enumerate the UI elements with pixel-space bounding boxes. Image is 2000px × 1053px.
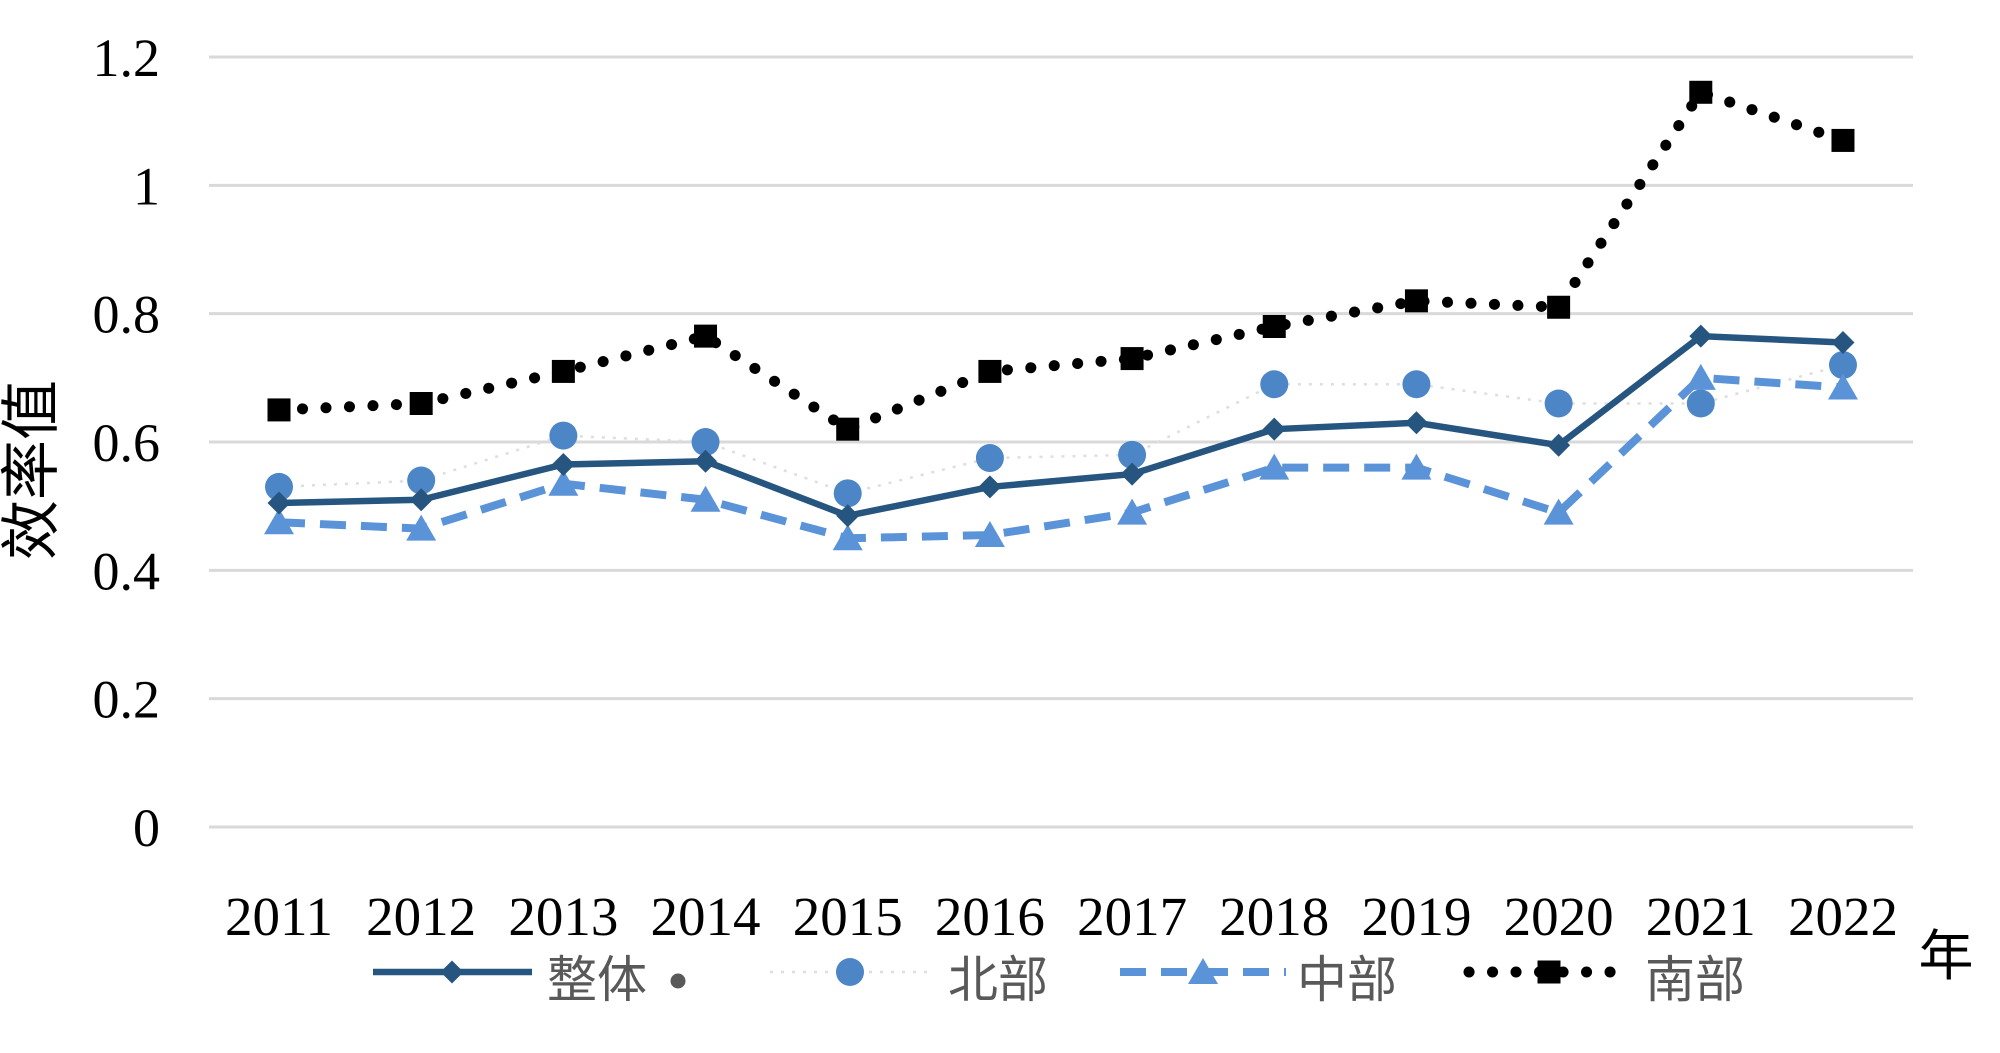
diamond-marker — [694, 449, 718, 473]
diamond-marker — [978, 475, 1002, 499]
triangle-marker — [974, 521, 1005, 548]
x-tick-label: 2016 — [935, 886, 1045, 947]
x-tick-label: 2019 — [1361, 886, 1471, 947]
x-tick-label: 2013 — [508, 886, 618, 947]
square-marker — [694, 324, 718, 348]
square-marker — [836, 417, 860, 441]
triangle-marker — [1259, 453, 1290, 480]
diamond-marker — [440, 960, 464, 984]
series-central — [264, 363, 1858, 551]
y-tick-label: 0.6 — [93, 413, 161, 473]
series-overall-line — [278, 332, 1844, 520]
series-south-line — [273, 85, 1849, 436]
x-tick-label: 2011 — [225, 886, 333, 947]
triangle-marker — [1827, 373, 1858, 400]
y-axis-tick-labels: 0 0.2 0.4 0.6 0.8 1 1.2 — [93, 28, 161, 858]
series-south — [267, 80, 1855, 441]
diamond-marker — [836, 504, 860, 528]
triangle-marker — [832, 524, 863, 551]
square-marker — [1262, 315, 1286, 338]
circle-marker — [975, 444, 1004, 473]
triangle-marker — [406, 514, 437, 541]
x-tick-label: 2015 — [793, 886, 903, 947]
triangle-marker — [264, 508, 294, 535]
square-marker — [1404, 289, 1428, 313]
series-overall — [267, 324, 1855, 528]
square-marker — [1547, 295, 1571, 319]
circle-marker — [1118, 440, 1147, 469]
x-axis-unit-label: 年 — [1918, 926, 1973, 987]
square-marker — [1537, 960, 1561, 984]
series-north-line — [278, 363, 1844, 495]
diamond-marker — [409, 488, 433, 512]
legend-item-overall — [373, 960, 532, 984]
y-tick-label: 1.2 — [93, 28, 161, 88]
triangle-marker — [548, 469, 579, 496]
y-tick-label: 0 — [133, 798, 160, 858]
circle-marker — [265, 472, 293, 501]
square-marker — [978, 359, 1002, 383]
y-axis-title: 效率值 — [0, 380, 65, 560]
circle-marker — [1828, 351, 1857, 379]
square-marker — [1689, 80, 1713, 104]
circle-marker — [1260, 370, 1289, 399]
y-tick-label: 0.4 — [93, 541, 161, 601]
diamond-marker — [1262, 417, 1286, 441]
x-tick-label: 2014 — [651, 886, 761, 947]
circle-marker — [691, 428, 720, 456]
square-marker — [267, 398, 291, 422]
diamond-marker — [1547, 433, 1571, 457]
y-tick-label: 1 — [133, 156, 160, 216]
x-tick-label: 2018 — [1219, 886, 1329, 947]
triangle-marker — [1188, 958, 1218, 984]
legend-item-south — [1463, 960, 1635, 984]
x-tick-label: 2021 — [1646, 886, 1756, 947]
circle-marker — [1402, 370, 1431, 399]
circle-marker — [836, 958, 864, 986]
x-tick-label: 2020 — [1504, 886, 1614, 947]
circle-marker — [833, 479, 862, 508]
gridlines — [209, 55, 1913, 829]
x-axis-tick-labels: 2011 2012 2013 2014 2015 2016 2017 2018 2019 2020… — [225, 886, 1898, 947]
square-marker — [1120, 347, 1144, 371]
diamond-marker — [267, 491, 291, 515]
diamond-marker — [1120, 462, 1144, 486]
x-tick-label: 2012 — [366, 886, 476, 947]
x-tick-label: 2017 — [1077, 886, 1187, 947]
diamond-marker — [1831, 331, 1855, 355]
square-marker — [409, 392, 433, 415]
x-tick-label: 2022 — [1788, 886, 1898, 947]
legend-label-south: 南部 — [1645, 952, 1745, 1008]
diamond-marker — [551, 452, 575, 476]
legend: 整体 北部 中部 南部 — [373, 952, 1745, 1008]
y-tick-label: 0.2 — [93, 670, 161, 730]
triangle-marker — [1401, 453, 1432, 480]
circle-marker — [549, 421, 578, 450]
legend-label-north: 北部 — [948, 952, 1048, 1008]
legend-label-overall: 整体 — [547, 952, 647, 1008]
circle-marker — [1686, 389, 1715, 418]
circle-marker — [407, 466, 436, 495]
square-marker — [551, 359, 575, 383]
series-north — [265, 351, 1857, 508]
legend-stray-dot-icon — [670, 973, 686, 989]
diamond-marker — [1404, 411, 1428, 435]
diamond-marker — [1689, 324, 1713, 348]
y-tick-label: 0.8 — [93, 285, 161, 345]
triangle-marker — [1117, 498, 1148, 525]
triangle-marker — [1685, 363, 1716, 390]
circle-marker — [1544, 389, 1573, 418]
legend-item-north — [770, 958, 930, 986]
triangle-marker — [690, 485, 721, 512]
legend-item-central — [1120, 958, 1286, 984]
series-central-line — [278, 373, 1844, 543]
square-marker — [1831, 128, 1855, 152]
triangle-marker — [1543, 498, 1574, 525]
legend-label-central: 中部 — [1297, 952, 1397, 1008]
